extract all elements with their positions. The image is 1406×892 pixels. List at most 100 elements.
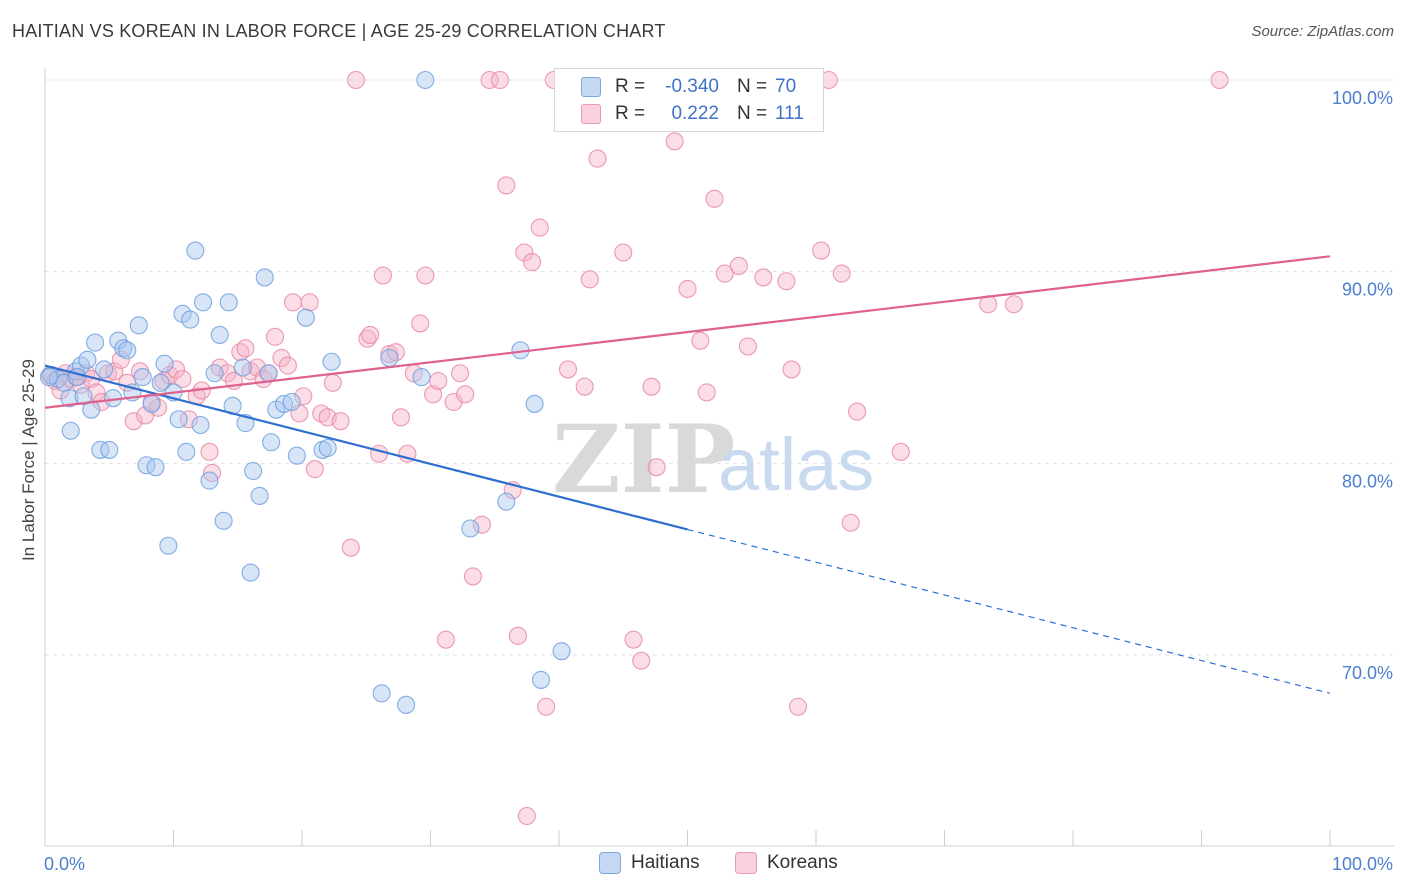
y-tick-label: 90.0% bbox=[1342, 280, 1393, 300]
korean-point bbox=[341, 538, 360, 557]
korean-point bbox=[305, 460, 324, 479]
bottom-legend-swatch-haitians bbox=[599, 852, 621, 874]
bottom-legend-koreans: Koreans bbox=[735, 852, 838, 874]
korean-points bbox=[41, 70, 1229, 826]
korean-point bbox=[647, 458, 666, 477]
haitian-point bbox=[241, 563, 260, 582]
haitian-point bbox=[322, 352, 341, 371]
haitian-point bbox=[142, 394, 161, 413]
bottom-legend-haitians: Haitians bbox=[599, 852, 700, 874]
haitian-point bbox=[191, 415, 210, 435]
axes bbox=[44, 68, 1394, 847]
korean-point bbox=[1004, 295, 1023, 314]
haitian-point bbox=[552, 642, 571, 661]
korean-point bbox=[283, 293, 303, 312]
korean-point bbox=[361, 325, 380, 344]
korean-point bbox=[705, 189, 724, 208]
haitian-point bbox=[78, 350, 97, 369]
haitian-point bbox=[60, 389, 79, 408]
legend-r-value: 0.222 bbox=[671, 103, 719, 124]
korean-point bbox=[558, 360, 578, 379]
korean-point bbox=[411, 314, 430, 333]
haitian-point bbox=[210, 325, 229, 344]
korean-point bbox=[472, 515, 491, 534]
haitian-point bbox=[95, 360, 114, 379]
tick-labels: 70.0% 80.0% 90.0% 100.0% 0.0% 100.0% bbox=[44, 88, 1393, 874]
haitian-point bbox=[497, 492, 516, 511]
x-tick-label: 100.0% bbox=[1332, 854, 1393, 874]
haitian-point bbox=[200, 471, 219, 490]
korean-point bbox=[480, 70, 499, 90]
y-tick-label: 70.0% bbox=[1342, 663, 1393, 683]
haitian-point bbox=[82, 400, 101, 419]
legend-swatch-koreans bbox=[581, 104, 601, 124]
korean-point bbox=[530, 218, 549, 237]
source-label: Source: ZipAtlas.com bbox=[1251, 23, 1394, 40]
korean-point bbox=[370, 444, 389, 463]
haitian-point bbox=[177, 442, 196, 461]
korean-point bbox=[265, 327, 285, 346]
haitian-trend-extension bbox=[687, 528, 1331, 694]
haitian-point bbox=[380, 348, 399, 367]
haitian-point bbox=[372, 684, 391, 703]
legend-r-label: R = bbox=[615, 76, 646, 97]
haitian-point bbox=[244, 461, 263, 481]
y-axis-label: In Labor Force | Age 25-29 bbox=[19, 359, 38, 561]
haitian-point bbox=[318, 438, 337, 458]
haitian-point bbox=[118, 341, 137, 360]
korean-point bbox=[515, 243, 534, 262]
haitian-point bbox=[39, 368, 58, 387]
haitian-point bbox=[194, 293, 213, 312]
x-tick-label: 0.0% bbox=[44, 854, 85, 874]
bottom-legend-label-koreans: Koreans bbox=[767, 852, 838, 873]
legend-r-label: R = bbox=[615, 103, 646, 124]
legend-swatch-haitians bbox=[581, 77, 601, 97]
korean-point bbox=[788, 697, 808, 716]
korean-point bbox=[323, 373, 342, 392]
korean-point bbox=[517, 806, 536, 826]
haitian-point bbox=[531, 670, 551, 689]
korean-point bbox=[456, 385, 475, 404]
korean-point bbox=[665, 132, 684, 151]
legend-r-value: -0.340 bbox=[665, 76, 719, 97]
haitian-point bbox=[205, 364, 224, 383]
korean-point bbox=[522, 253, 542, 272]
korean-point bbox=[300, 293, 319, 312]
haitian-point bbox=[287, 446, 306, 465]
haitian-point bbox=[416, 70, 435, 90]
korean-point bbox=[729, 256, 748, 275]
korean-point bbox=[508, 626, 527, 645]
korean-point bbox=[832, 264, 851, 283]
korean-point bbox=[497, 176, 516, 195]
korean-point bbox=[678, 279, 697, 298]
korean-point bbox=[124, 412, 143, 431]
korean-point bbox=[346, 70, 366, 90]
legend-n-label: N = bbox=[737, 76, 768, 97]
haitian-point bbox=[86, 333, 105, 352]
haitian-point bbox=[155, 354, 174, 373]
korean-point bbox=[614, 243, 633, 262]
korean-point bbox=[777, 272, 796, 291]
korean-point bbox=[891, 442, 910, 461]
korean-point bbox=[272, 348, 291, 367]
haitian-point bbox=[255, 268, 274, 287]
haitian-point bbox=[262, 433, 281, 452]
korean-point bbox=[588, 149, 607, 168]
bottom-legend-label-haitians: Haitians bbox=[631, 852, 700, 873]
korean-point bbox=[200, 442, 219, 461]
korean-point bbox=[111, 350, 130, 369]
haitian-point bbox=[181, 310, 200, 329]
korean-point bbox=[429, 371, 448, 390]
haitian-point bbox=[214, 511, 233, 530]
watermark-zip: ZIP bbox=[552, 405, 735, 515]
haitian-point bbox=[525, 394, 544, 413]
korean-point bbox=[1210, 70, 1229, 90]
korean-point bbox=[373, 266, 393, 285]
haitian-point bbox=[129, 316, 148, 335]
korean-point bbox=[754, 268, 773, 287]
haitian-point bbox=[100, 440, 119, 459]
correlation-legend: R = -0.340 N = 70 R = 0.222 N = 111 bbox=[554, 68, 824, 132]
korean-point bbox=[537, 697, 556, 716]
haitian-point bbox=[461, 519, 480, 538]
